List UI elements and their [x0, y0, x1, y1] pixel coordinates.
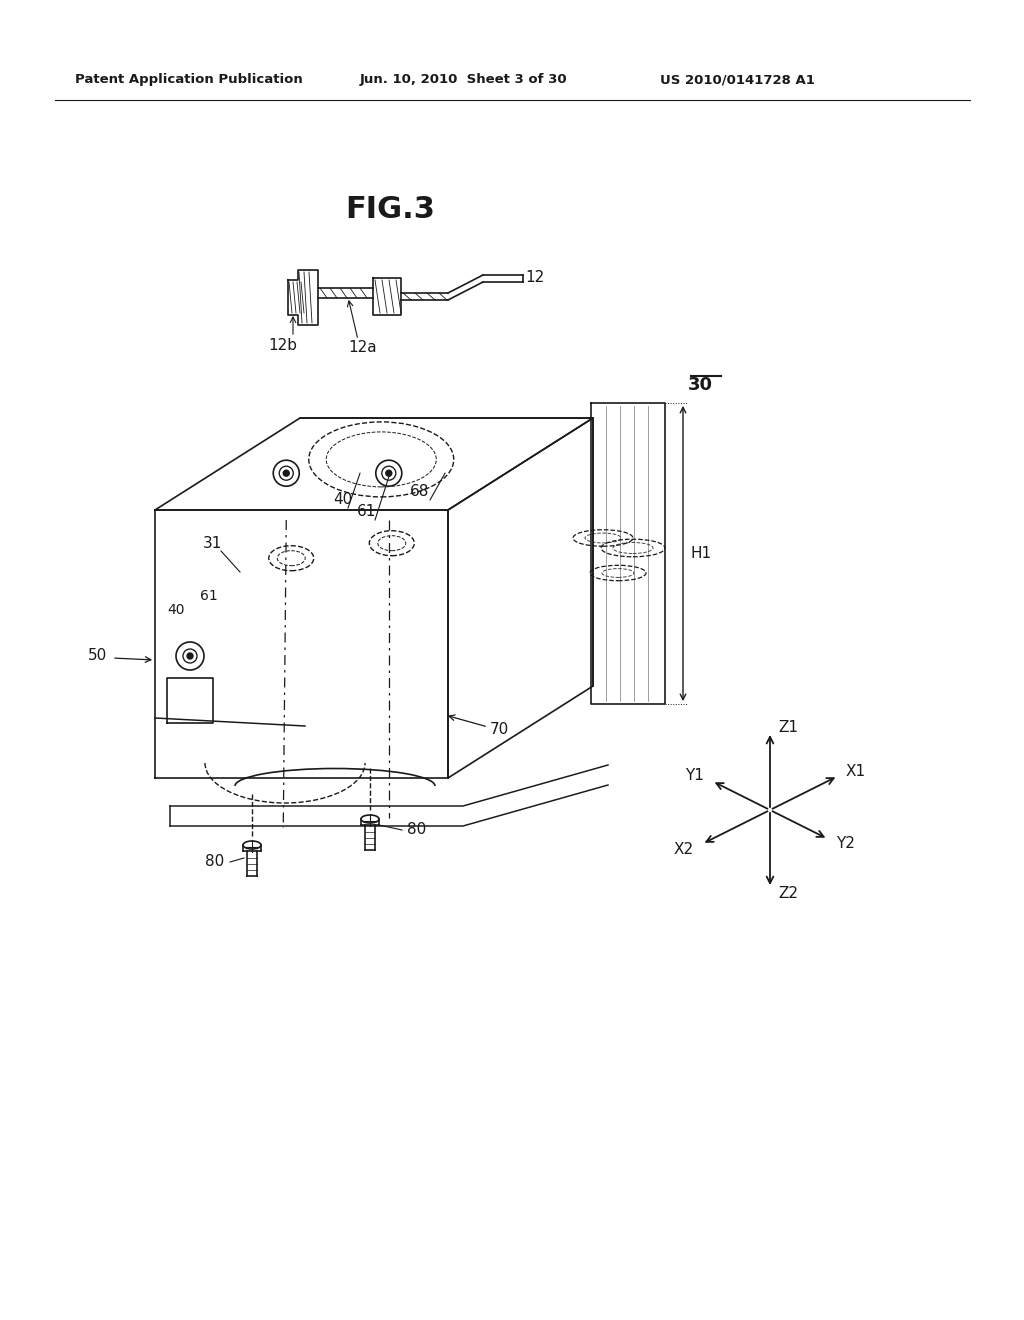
Text: X2: X2 — [674, 842, 694, 857]
Text: Y2: Y2 — [836, 837, 855, 851]
Circle shape — [284, 470, 289, 477]
Text: X1: X1 — [846, 763, 866, 779]
Text: Y1: Y1 — [685, 768, 705, 784]
Text: 80: 80 — [407, 822, 426, 837]
Text: US 2010/0141728 A1: US 2010/0141728 A1 — [660, 74, 815, 87]
Circle shape — [187, 653, 193, 659]
Text: Z1: Z1 — [778, 719, 798, 734]
Text: 80: 80 — [206, 854, 224, 870]
Text: 61: 61 — [357, 504, 377, 520]
Text: 12a: 12a — [349, 341, 377, 355]
Text: 12b: 12b — [268, 338, 298, 352]
Text: FIG.3: FIG.3 — [345, 195, 435, 224]
Text: Patent Application Publication: Patent Application Publication — [75, 74, 303, 87]
Text: 61: 61 — [200, 589, 218, 603]
Text: 31: 31 — [204, 536, 222, 550]
Text: Jun. 10, 2010  Sheet 3 of 30: Jun. 10, 2010 Sheet 3 of 30 — [360, 74, 567, 87]
Circle shape — [386, 470, 392, 477]
Text: 12: 12 — [525, 271, 544, 285]
Text: Z2: Z2 — [778, 886, 798, 900]
Text: 40: 40 — [167, 603, 184, 616]
Text: 68: 68 — [411, 484, 430, 499]
Text: 30: 30 — [687, 376, 713, 393]
Text: H1: H1 — [691, 546, 712, 561]
Text: 40: 40 — [334, 492, 352, 507]
Text: 70: 70 — [490, 722, 509, 738]
Text: 50: 50 — [88, 648, 108, 663]
